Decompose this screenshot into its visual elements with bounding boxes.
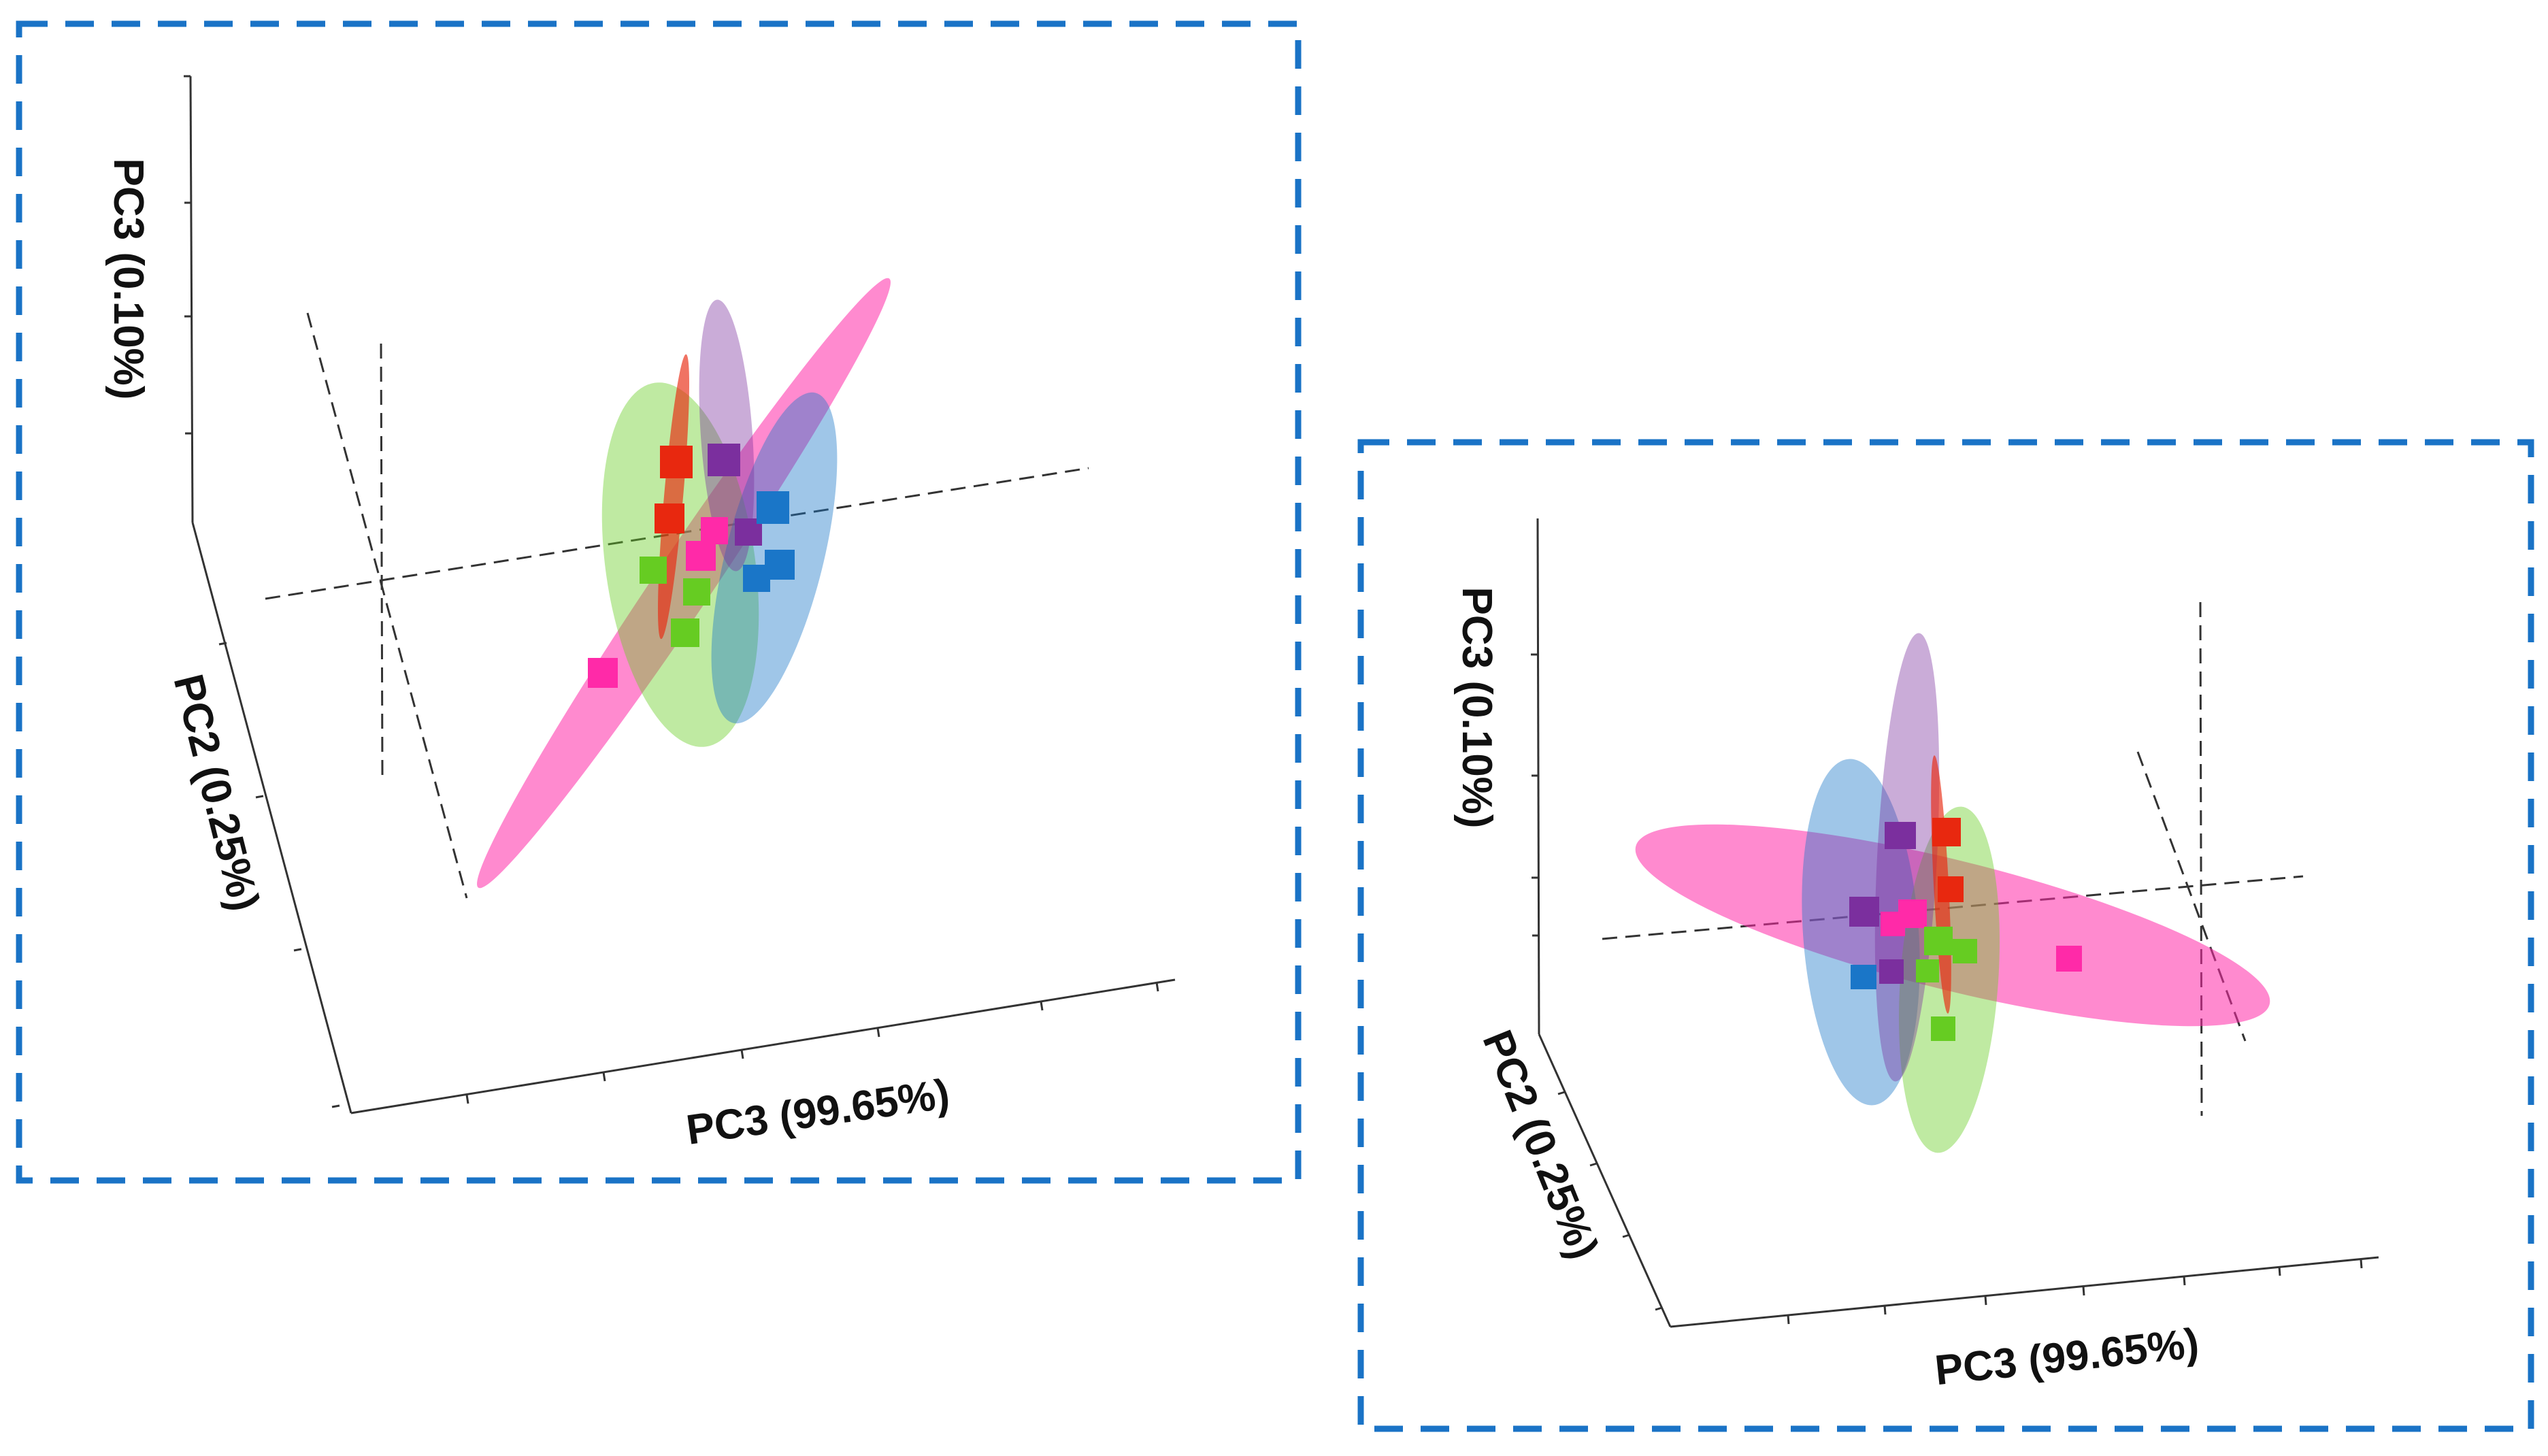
left-x-axis-label: PC3 (99.65%) <box>684 1070 953 1154</box>
left-y-axis-line <box>191 522 352 1114</box>
left-y-ticks <box>218 642 340 1108</box>
left-point-blue <box>757 491 789 524</box>
left-panel-border <box>16 20 1302 1184</box>
right-x-axis-line <box>1670 1256 2379 1328</box>
left-z-axis-label: PC3 (0.10%) <box>105 159 152 400</box>
left-point-green <box>671 618 699 647</box>
right-point-pink <box>1881 912 1905 936</box>
right-point-green <box>1924 927 1953 955</box>
left-point-green <box>683 578 710 606</box>
left-point-pink <box>701 517 728 544</box>
left-ellipsoid-purple <box>699 299 755 572</box>
right-y-axis-line <box>1538 1033 1672 1327</box>
right-points <box>1849 818 2082 1041</box>
right-x-axis-label: PC3 (99.65%) <box>1933 1320 2202 1394</box>
left-points <box>588 444 795 688</box>
left-x-ticks <box>465 982 1159 1104</box>
left-point-pink <box>588 658 618 688</box>
left-x-axis-line <box>350 978 1176 1114</box>
left-point-green <box>640 557 667 584</box>
left-point-pink <box>686 541 716 571</box>
right-z-axis-label: PC3 (0.10%) <box>1453 587 1500 829</box>
right-point-purple <box>1879 959 1904 984</box>
right-point-green <box>1916 959 1939 982</box>
right-point-pink <box>2056 946 2082 972</box>
left-point-red <box>660 446 693 478</box>
left-point-red <box>655 503 684 533</box>
right-point-red <box>1938 876 1964 902</box>
right-axes <box>1531 518 2379 1328</box>
right-y-ticks <box>1557 1091 1663 1311</box>
left-point-purple <box>708 444 740 476</box>
left-z-ticks <box>184 75 192 435</box>
left-axes <box>184 75 1176 1114</box>
right-panel: PC3 (0.10%) PC2 (0.25%) PC3 (99.65%) <box>1357 439 2534 1432</box>
left-z-axis-line <box>189 76 194 523</box>
left-point-blue <box>743 565 770 592</box>
left-y-axis-label: PC2 (0.25%) <box>164 669 268 915</box>
right-point-purple <box>1885 822 1916 849</box>
right-point-green <box>1953 939 1977 963</box>
right-point-red <box>1932 818 1961 846</box>
right-panel-border <box>1357 439 2534 1432</box>
right-point-green <box>1931 1016 1955 1041</box>
right-x-ticks <box>1787 1259 2363 1325</box>
left-panel: PC3 (0.10%) PC2 (0.25%) PC3 (99.65%) <box>16 20 1302 1184</box>
right-y-axis-label: PC2 (0.25%) <box>1474 1024 1608 1265</box>
right-point-purple <box>1849 897 1879 927</box>
right-ellipsoid-pink <box>1635 824 2270 1027</box>
right-point-blue <box>1851 965 1876 989</box>
right-z-ticks <box>1531 653 1539 937</box>
